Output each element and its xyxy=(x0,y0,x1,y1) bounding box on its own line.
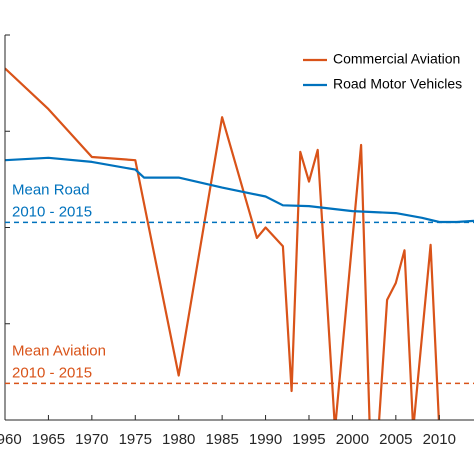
x-tick-label: 1960 xyxy=(0,431,22,448)
x-tick-label: 1980 xyxy=(162,431,195,448)
x-tick-label: 2005 xyxy=(379,431,412,448)
data-line xyxy=(5,156,474,224)
mean-label: Mean Aviation xyxy=(12,342,106,359)
x-tick-label: 1975 xyxy=(119,431,152,448)
x-tick-label: 1985 xyxy=(205,431,238,448)
legend-label: Road Motor Vehicles xyxy=(333,76,462,92)
mean-label: 2010 - 2015 xyxy=(12,364,92,381)
x-tick-label: 1995 xyxy=(292,431,325,448)
x-tick-label: 1965 xyxy=(32,431,65,448)
plot-area xyxy=(5,67,474,420)
data-line xyxy=(5,67,440,420)
mean-label: Mean Road xyxy=(12,181,90,198)
x-tick-label: 2000 xyxy=(336,431,369,448)
legend-label: Commercial Aviation xyxy=(333,51,460,67)
x-tick-label: 1990 xyxy=(249,431,282,448)
x-tick-label: 2010 xyxy=(423,431,456,448)
mean-label: 2010 - 2015 xyxy=(12,203,92,220)
x-tick-label: 1970 xyxy=(75,431,108,448)
